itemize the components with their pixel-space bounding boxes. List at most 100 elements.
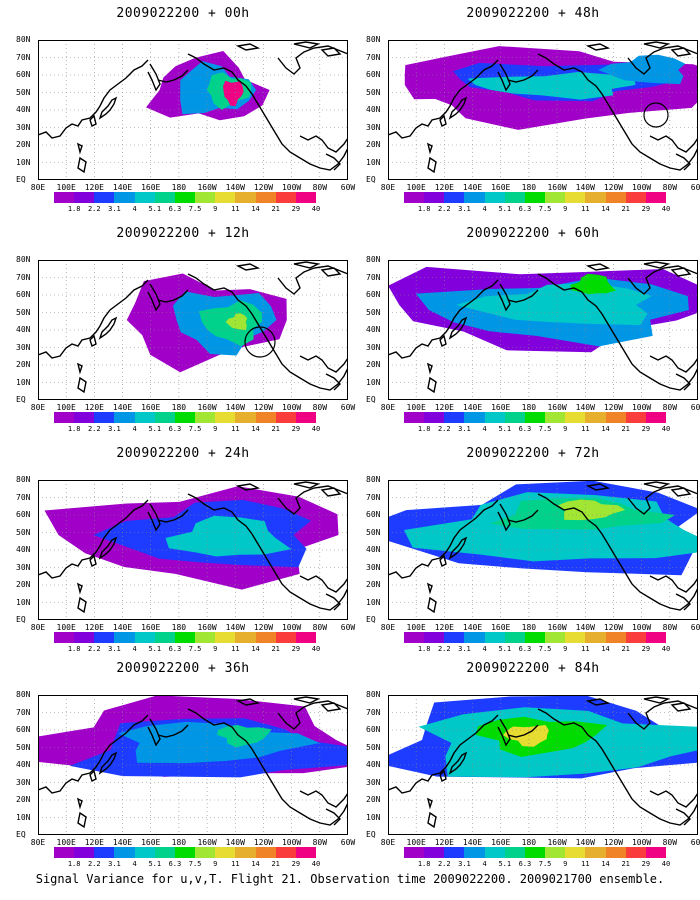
colorbar-label: 5.1 xyxy=(148,645,162,653)
longitude-label: 100W xyxy=(281,838,302,847)
colorbar-label: 4 xyxy=(132,205,137,213)
colorbar-swatch xyxy=(235,632,256,643)
colorbar-labels: 1.8 2.2 3.1 4 5.1 6.3 7.5 9 11 14 21 29 40 xyxy=(54,425,320,433)
coastline xyxy=(439,769,447,782)
longitude-label: 80E xyxy=(30,623,46,632)
colorbar-label: 9 xyxy=(563,645,568,653)
colorbar-label: 40 xyxy=(311,645,321,653)
colorbar-swatch xyxy=(215,192,236,203)
colorbar-label: 3.1 xyxy=(108,645,121,653)
colorbar-label: 40 xyxy=(311,860,321,868)
panel-title: 2009022200 + 24h xyxy=(116,446,250,461)
coastline xyxy=(157,289,189,303)
colorbar-label: 7.5 xyxy=(188,645,202,653)
longitude-label: 120W xyxy=(603,403,624,412)
colorbar-swatch xyxy=(484,192,505,203)
map-panel: 2009022200 + 12h 80N 70N 60N 50N 40N 30N 20N 10N… xyxy=(16,220,355,440)
colorbar-swatch xyxy=(94,632,115,643)
colorbar-label: 21 xyxy=(621,425,630,433)
colorbar-swatch xyxy=(625,632,646,643)
colorbar-swatch xyxy=(625,847,646,858)
colorbar-label: 40 xyxy=(661,645,671,653)
longitude-label: 60W xyxy=(340,183,356,192)
longitude-label: 120W xyxy=(253,838,274,847)
colorbar xyxy=(54,847,317,858)
longitude-label: 60W xyxy=(340,838,356,847)
latitude-label: 20N xyxy=(16,360,31,369)
colorbar-label: 1.8 xyxy=(67,645,81,653)
latitude-label: 50N xyxy=(16,307,31,317)
colorbar-swatch xyxy=(74,632,95,643)
coastline xyxy=(89,554,97,567)
latitude-label: 40N xyxy=(16,105,31,114)
colorbar-label: 21 xyxy=(271,425,280,433)
colorbar-label: 4 xyxy=(482,425,487,433)
longitude-label: 180 xyxy=(521,623,537,632)
colorbar xyxy=(404,192,667,203)
longitude-label: 120E xyxy=(84,403,104,412)
coastline xyxy=(507,69,539,83)
coastline xyxy=(675,593,691,611)
colorbar xyxy=(404,847,667,858)
coastline xyxy=(585,481,692,497)
colorbar-label: 4 xyxy=(482,205,487,213)
colorbar-swatch xyxy=(605,412,626,423)
colorbar-swatch xyxy=(275,847,296,858)
colorbar-label: 29 xyxy=(291,645,301,653)
coastline xyxy=(157,724,189,738)
colorbar-label: 21 xyxy=(621,205,630,213)
longitude-label: 120W xyxy=(253,623,274,632)
latitude-label: 80N xyxy=(366,255,381,264)
colorbar-swatch xyxy=(424,192,445,203)
latitude-label: 70N xyxy=(16,272,31,282)
colorbar-swatch xyxy=(464,192,485,203)
coastline xyxy=(187,708,349,826)
longitude-label: 80W xyxy=(312,838,328,847)
latitude-label: 20N xyxy=(366,140,381,149)
colorbar-swatch xyxy=(524,632,546,643)
latitude-label: 60N xyxy=(366,510,381,519)
colorbar-label: 2.2 xyxy=(87,205,101,213)
colorbar-label: 1.8 xyxy=(417,860,431,868)
colorbar-label: 6.3 xyxy=(168,645,182,653)
colorbar-swatch xyxy=(464,632,485,643)
coastline xyxy=(649,355,699,373)
colorbar-label: 5.1 xyxy=(498,425,512,433)
longitude-label: 60W xyxy=(690,403,700,412)
longitude-label: 160E xyxy=(141,183,161,192)
colorbar-swatch xyxy=(54,192,75,203)
colorbar-swatch xyxy=(545,412,566,423)
colorbar-swatch xyxy=(585,632,606,643)
coastline xyxy=(235,41,342,57)
longitude-label: 160E xyxy=(141,623,161,632)
colorbar-swatch xyxy=(645,847,667,858)
colorbar-swatch xyxy=(134,847,155,858)
latitude-label: 10N xyxy=(16,157,31,167)
latitude-label: 20N xyxy=(16,795,31,804)
longitude-label: 120E xyxy=(84,838,104,847)
latitude-label: EQ xyxy=(16,830,26,839)
latitude-label: EQ xyxy=(16,395,26,404)
longitude-label: 120W xyxy=(603,623,624,632)
coastline xyxy=(387,59,499,139)
variance-map: 80N 70N 60N 50N 40N 30N 20N 10N EQ 80E 100E 120E 140… xyxy=(16,476,355,633)
colorbar-swatch xyxy=(215,412,236,423)
colorbar-label: 29 xyxy=(641,860,651,868)
longitude-label: 80W xyxy=(312,183,328,192)
colorbar-label: 29 xyxy=(291,425,301,433)
colorbar-label: 11 xyxy=(231,645,240,653)
colorbar-labels: 1.8 2.2 3.1 4 5.1 6.3 7.5 9 11 14 21 29 40 xyxy=(54,645,320,653)
latitude-label: 80N xyxy=(366,475,381,484)
colorbar-swatch xyxy=(565,847,586,858)
coastline xyxy=(675,373,691,391)
longitude-label: 100W xyxy=(631,623,652,632)
colorbar-label: 2.2 xyxy=(437,645,451,653)
colorbar-label: 4 xyxy=(132,425,137,433)
colorbar-swatch xyxy=(605,192,626,203)
latitude-label: 40N xyxy=(366,545,381,554)
map-panel: 2009022200 + 84h 80N 70N 60N 50N 40N 30N 20N 10N… xyxy=(366,655,700,875)
latitude-label: 60N xyxy=(366,70,381,79)
colorbar-swatch xyxy=(404,632,425,643)
colorbar-swatch xyxy=(54,412,75,423)
colorbar-swatch xyxy=(94,847,115,858)
